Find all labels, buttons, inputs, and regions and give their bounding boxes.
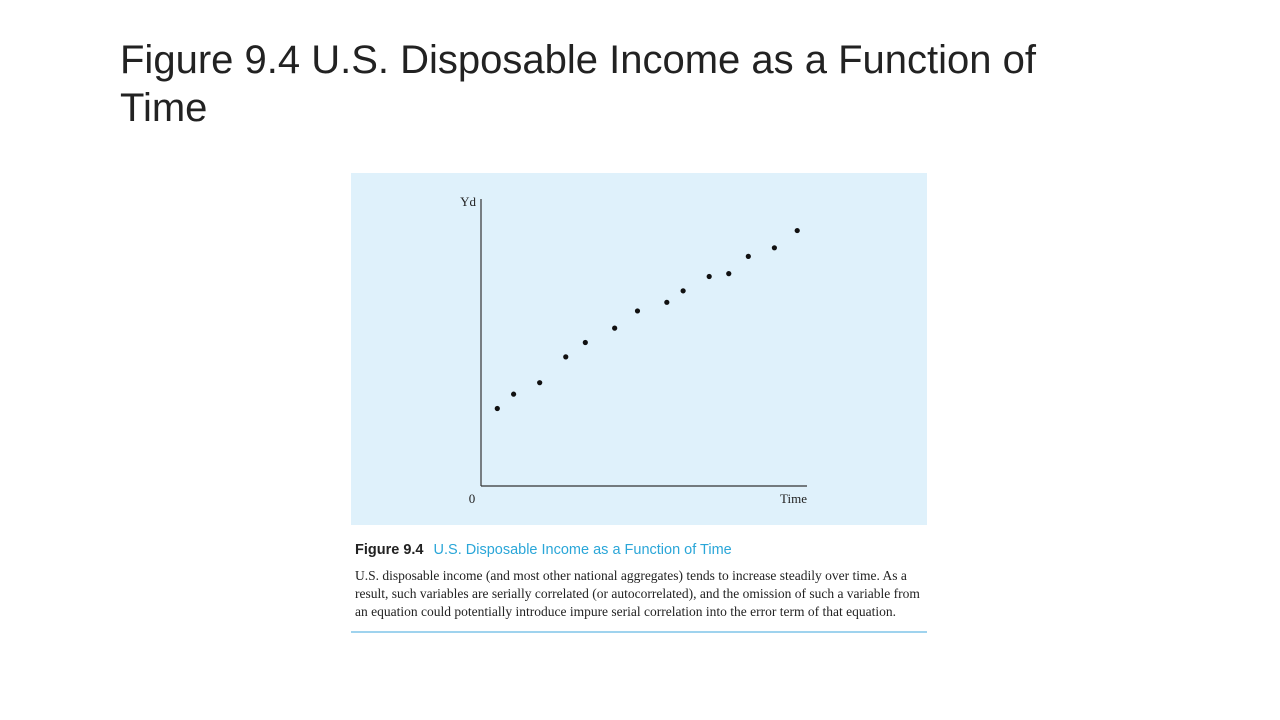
data-points bbox=[494, 227, 800, 412]
figure-caption: Figure 9.4 U.S. Disposable Income as a F… bbox=[351, 539, 927, 633]
data-point bbox=[745, 253, 751, 259]
data-point bbox=[511, 391, 517, 397]
caption-heading: Figure 9.4 U.S. Disposable Income as a F… bbox=[355, 539, 927, 561]
caption-divider bbox=[351, 631, 927, 633]
caption-body: U.S. disposable income (and most other n… bbox=[355, 568, 920, 619]
scatter-chart: Yd 0 Time bbox=[460, 194, 807, 506]
origin-label: 0 bbox=[469, 491, 476, 506]
data-point bbox=[706, 273, 712, 280]
data-point bbox=[680, 288, 686, 294]
data-point bbox=[612, 325, 618, 331]
data-point bbox=[771, 245, 777, 251]
data-point bbox=[537, 380, 543, 386]
data-point bbox=[794, 227, 800, 234]
data-point bbox=[664, 299, 670, 305]
x-axis-label: Time bbox=[780, 491, 807, 506]
figure-number: Figure 9.4 bbox=[355, 542, 424, 558]
data-point bbox=[582, 339, 588, 346]
data-point bbox=[563, 354, 569, 360]
y-axis-label: Yd bbox=[460, 194, 476, 209]
figure-panel: Yd 0 Time bbox=[351, 173, 927, 525]
data-point bbox=[494, 405, 500, 412]
slide-title: Figure 9.4 U.S. Disposable Income as a F… bbox=[120, 38, 1037, 130]
caption-title: U.S. Disposable Income as a Function of … bbox=[433, 542, 732, 558]
data-point bbox=[726, 271, 732, 277]
data-point bbox=[634, 308, 641, 314]
